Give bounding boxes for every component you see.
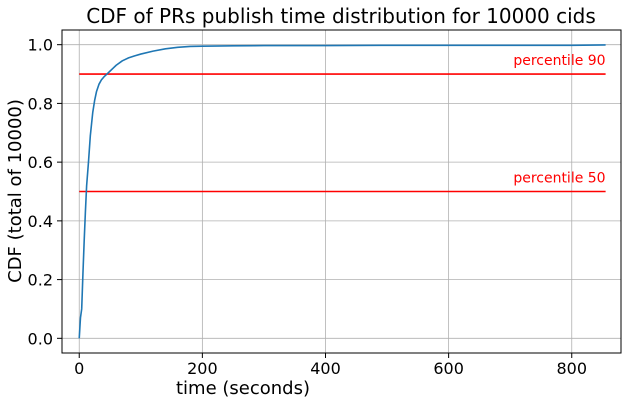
percentile-label: percentile 90 [513, 53, 605, 69]
cdf-series-line [78, 44, 606, 339]
y-tick-label: 0.2 [28, 271, 53, 290]
y-tick-label: 0.4 [28, 212, 53, 231]
x-tick-label: 0 [74, 359, 84, 378]
y-tick-label: 0.6 [28, 153, 53, 172]
series-lines [78, 44, 606, 339]
chart-title: CDF of PRs publish time distribution for… [86, 4, 596, 28]
x-tick-label: 600 [433, 359, 464, 378]
x-tick-label: 400 [310, 359, 341, 378]
x-ticks: 0 200 400 600 800 [74, 353, 587, 378]
x-tick-label: 200 [187, 359, 218, 378]
y-axis-label: CDF (total of 10000) [5, 99, 26, 283]
x-tick-label: 800 [556, 359, 587, 378]
y-tick-label: 1.0 [28, 36, 53, 55]
percentile-lines: percentile 90 percentile 50 [79, 53, 606, 193]
x-axis-label: time (seconds) [176, 378, 310, 399]
plot-frame [61, 29, 622, 354]
y-tick-label: 0.0 [28, 329, 53, 348]
y-ticks: 0.0 0.2 0.4 0.6 0.8 1.0 [28, 36, 62, 348]
percentile-label: percentile 50 [513, 171, 605, 187]
y-tick-label: 0.8 [28, 94, 53, 113]
